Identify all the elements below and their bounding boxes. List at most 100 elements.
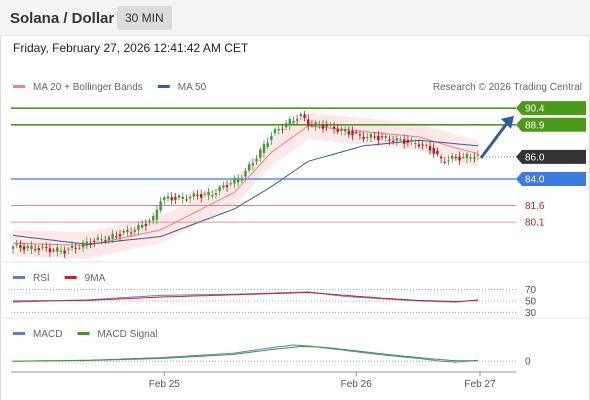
candle-body xyxy=(196,194,199,197)
candle-body xyxy=(15,244,18,246)
candle-body xyxy=(19,245,22,248)
level-label: 81.6 xyxy=(525,201,545,212)
candle-body xyxy=(222,185,225,188)
legend-swatch xyxy=(64,276,77,279)
candle-body xyxy=(458,156,461,161)
rsi-tick: 50 xyxy=(525,297,537,308)
legend-label: MA 50 xyxy=(178,82,207,93)
x-tick-label: Feb 25 xyxy=(149,379,181,390)
candle-body xyxy=(96,237,100,240)
bollinger-band xyxy=(13,112,478,259)
chart-header: Solana / Dollar 30 MIN xyxy=(0,0,590,36)
candle-body xyxy=(332,126,336,129)
candle-body xyxy=(244,171,247,177)
level-badge-pivot xyxy=(516,149,586,164)
candle-body xyxy=(406,139,410,143)
candle-body xyxy=(181,196,184,199)
candle-body xyxy=(292,120,295,123)
candle-body xyxy=(399,139,402,141)
interval-button[interactable]: 30 MIN xyxy=(117,6,172,30)
candle-body xyxy=(277,128,280,131)
candle-body xyxy=(450,155,454,159)
candle-body xyxy=(166,196,170,199)
candle-body xyxy=(476,154,480,156)
candle-body xyxy=(152,216,155,221)
candle-body xyxy=(200,194,203,198)
candle-body xyxy=(362,136,365,139)
candle-body xyxy=(214,193,218,195)
level-label: 84.0 xyxy=(525,175,545,186)
candle-body xyxy=(417,144,421,147)
candle-body xyxy=(262,144,266,153)
candle-body xyxy=(41,246,44,248)
macd-line xyxy=(13,344,479,363)
candle-body xyxy=(70,245,74,249)
candle-body xyxy=(259,149,262,158)
candle-body xyxy=(174,196,177,200)
chart-timestamp: Friday, February 27, 2026 12:41:42 AM CE… xyxy=(13,41,249,55)
legend-label: RSI xyxy=(33,273,50,284)
candle-body xyxy=(126,229,129,233)
candle-body xyxy=(428,145,432,151)
candle-body xyxy=(314,122,317,126)
candle-body xyxy=(421,144,424,146)
candle-body xyxy=(325,124,328,127)
candle-body xyxy=(347,131,351,135)
candle-body xyxy=(140,224,144,228)
candle-body xyxy=(192,193,196,197)
candle-body xyxy=(247,164,251,171)
legend-swatch xyxy=(13,85,25,88)
candle-body xyxy=(358,134,362,136)
candle-body xyxy=(321,124,325,129)
candle-body xyxy=(270,135,273,140)
level-badge-resistance xyxy=(516,101,586,116)
candle-body xyxy=(310,124,314,126)
candle-body xyxy=(133,230,136,232)
legend-label: 9MA xyxy=(85,273,106,284)
candle-body xyxy=(373,136,376,138)
candle-body xyxy=(67,248,70,250)
candle-body xyxy=(33,249,37,251)
candle-body xyxy=(129,232,133,234)
instrument-title: Solana / Dollar xyxy=(10,10,115,27)
candle-body xyxy=(281,128,284,130)
candle-body xyxy=(329,124,332,126)
candle-body xyxy=(218,186,221,191)
candle-body xyxy=(380,136,384,138)
candle-body xyxy=(236,178,240,183)
legend-label: MACD Signal xyxy=(97,329,157,340)
candle-body xyxy=(30,245,33,250)
legend-swatch xyxy=(77,332,90,335)
x-tick-label: Feb 26 xyxy=(341,379,373,390)
level-badge-support xyxy=(516,172,586,186)
candle-body xyxy=(207,191,210,196)
level-label: 90.4 xyxy=(525,104,545,115)
candle-body xyxy=(78,247,81,249)
candle-body xyxy=(410,139,413,142)
candle-body xyxy=(111,233,114,239)
candle-body xyxy=(462,157,465,159)
candle-body xyxy=(163,197,166,201)
candle-body xyxy=(211,195,214,197)
rsi-tick: 30 xyxy=(525,308,537,319)
candle-body xyxy=(384,136,387,138)
candle-body xyxy=(122,231,125,233)
candle-body xyxy=(351,131,354,136)
candle-body xyxy=(273,129,277,134)
candle-body xyxy=(81,242,85,248)
candle-body xyxy=(295,119,299,121)
candle-body xyxy=(155,209,159,220)
level-badge-resistance xyxy=(516,117,586,132)
legend-swatch xyxy=(157,85,170,88)
candle-body xyxy=(318,124,321,126)
candle-body xyxy=(137,225,140,231)
candle-body xyxy=(251,163,255,166)
rsi-tick: 70 xyxy=(525,285,537,296)
candle-body xyxy=(340,128,343,131)
candle-body xyxy=(104,240,107,242)
candle-body xyxy=(391,140,395,142)
level-label: 86.0 xyxy=(525,152,545,163)
candle-body xyxy=(288,119,291,126)
candle-body xyxy=(447,160,450,162)
candle-body xyxy=(240,179,244,181)
